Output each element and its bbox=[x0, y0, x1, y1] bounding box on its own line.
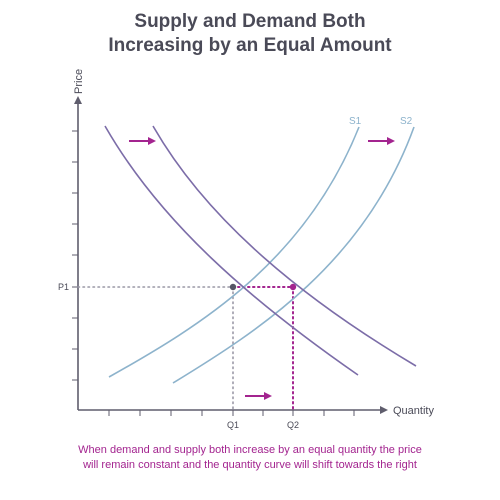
x-tick-label-q1: Q1 bbox=[227, 420, 239, 430]
y-tick-label-p1: P1 bbox=[58, 282, 69, 292]
supply-curve-s1 bbox=[108, 126, 360, 378]
equilibrium-point-1 bbox=[229, 283, 237, 291]
equilibrium-point-2 bbox=[289, 283, 297, 291]
chart-caption: When demand and supply both increase by … bbox=[0, 443, 500, 473]
chart-caption-line1: When demand and supply both increase by … bbox=[78, 444, 422, 456]
demand-curve-d2 bbox=[152, 125, 417, 367]
x-tick-label-q2: Q2 bbox=[287, 420, 299, 430]
series-label-s2: S2 bbox=[400, 116, 413, 127]
chart-title-line1: Supply and Demand Both bbox=[134, 11, 366, 32]
series-label-s1: S1 bbox=[349, 116, 362, 127]
y-ticks bbox=[72, 130, 78, 381]
supply-curve-s2 bbox=[172, 126, 415, 384]
demand-curve-d1 bbox=[104, 125, 359, 376]
x-axis-label: Quantity bbox=[393, 405, 434, 417]
y-axis-label: Price bbox=[73, 69, 85, 94]
chart-title-line2: Increasing by an Equal Amount bbox=[108, 35, 392, 56]
chart-caption-line2: will remain constant and the quantity cu… bbox=[83, 459, 417, 471]
chart-title: Supply and Demand Both Increasing by an … bbox=[0, 10, 500, 58]
x-ticks bbox=[108, 410, 355, 416]
